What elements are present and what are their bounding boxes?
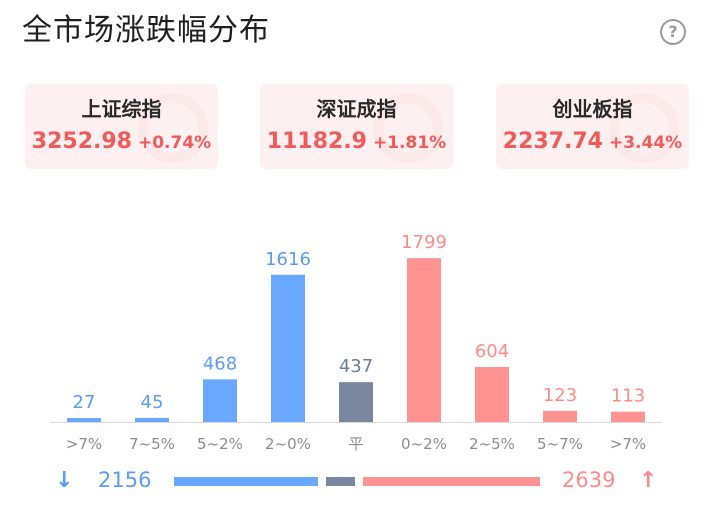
category-tick-label-4: 平 [348, 435, 363, 453]
category-tick-label-0: >7% [66, 435, 102, 453]
category-tick-label-2: 5~2% [197, 435, 243, 453]
bar-value-label-2: 468 [203, 353, 237, 374]
page-title: 全市场涨跌幅分布 [22, 13, 270, 48]
up-count: 2639 [562, 468, 616, 492]
category-tick-label-7: 5~7% [537, 435, 583, 453]
summary-bar: ↓ 2156 2639 ↑ [0, 462, 707, 502]
category-tick-label-1: 7~5% [129, 435, 175, 453]
card-watermark-icon [609, 93, 679, 163]
bar-0[interactable] [67, 418, 101, 422]
category-tick-label-8: >7% [610, 435, 646, 453]
index-change: +0.74% [137, 133, 212, 153]
bar-8[interactable] [611, 411, 645, 422]
category-tick-label-6: 2~5% [469, 435, 515, 453]
bar-3[interactable] [271, 274, 305, 422]
card-watermark-icon [138, 93, 208, 163]
index-change: +3.44% [608, 133, 683, 153]
bar-value-label-1: 45 [141, 392, 164, 413]
arrow-down-icon: ↓ [55, 468, 74, 493]
category-tick-label-3: 2~0% [265, 435, 311, 453]
bar-5[interactable] [407, 258, 441, 422]
up-ratio-bar [363, 477, 540, 486]
help-icon[interactable]: ? [660, 19, 686, 45]
bar-4[interactable] [339, 382, 373, 422]
bar-value-label-5: 1799 [401, 232, 447, 253]
arrow-up-icon: ↑ [639, 468, 658, 493]
index-price: 11182.9 [266, 129, 367, 154]
down-count: 2156 [98, 468, 152, 492]
bar-value-label-6: 604 [475, 341, 509, 362]
index-card-sh[interactable]: 上证综指 3252.98 +0.74% [25, 84, 218, 169]
bar-value-label-0: 27 [73, 392, 96, 413]
distribution-bar-chart: 27 >7% 45 7~5% 468 5~2% 1616 2~0% 437 平 1799 0~2% 60… [50, 232, 662, 453]
card-watermark-icon [373, 93, 443, 163]
down-ratio-bar [174, 477, 319, 486]
index-price: 3252.98 [31, 129, 132, 154]
index-name: 上证综指 [81, 97, 162, 121]
index-name: 深证成指 [316, 97, 397, 121]
bar-value-label-7: 123 [543, 385, 577, 406]
bar-2[interactable] [203, 379, 237, 422]
bar-value-label-3: 1616 [265, 249, 311, 270]
index-card-sz[interactable]: 深证成指 11182.9 +1.81% [260, 84, 453, 169]
index-card-cyb[interactable]: 创业板指 2237.74 +3.44% [496, 84, 689, 169]
bar-1[interactable] [135, 417, 169, 422]
bar-7[interactable] [543, 410, 577, 422]
flat-ratio-bar [326, 477, 356, 486]
index-name: 创业板指 [552, 97, 633, 121]
bar-6[interactable] [475, 366, 509, 422]
index-change: +1.81% [372, 133, 447, 153]
bar-value-label-4: 437 [339, 356, 373, 377]
bar-value-label-8: 113 [611, 386, 645, 407]
category-tick-label-5: 0~2% [401, 435, 447, 453]
index-price: 2237.74 [502, 129, 603, 154]
